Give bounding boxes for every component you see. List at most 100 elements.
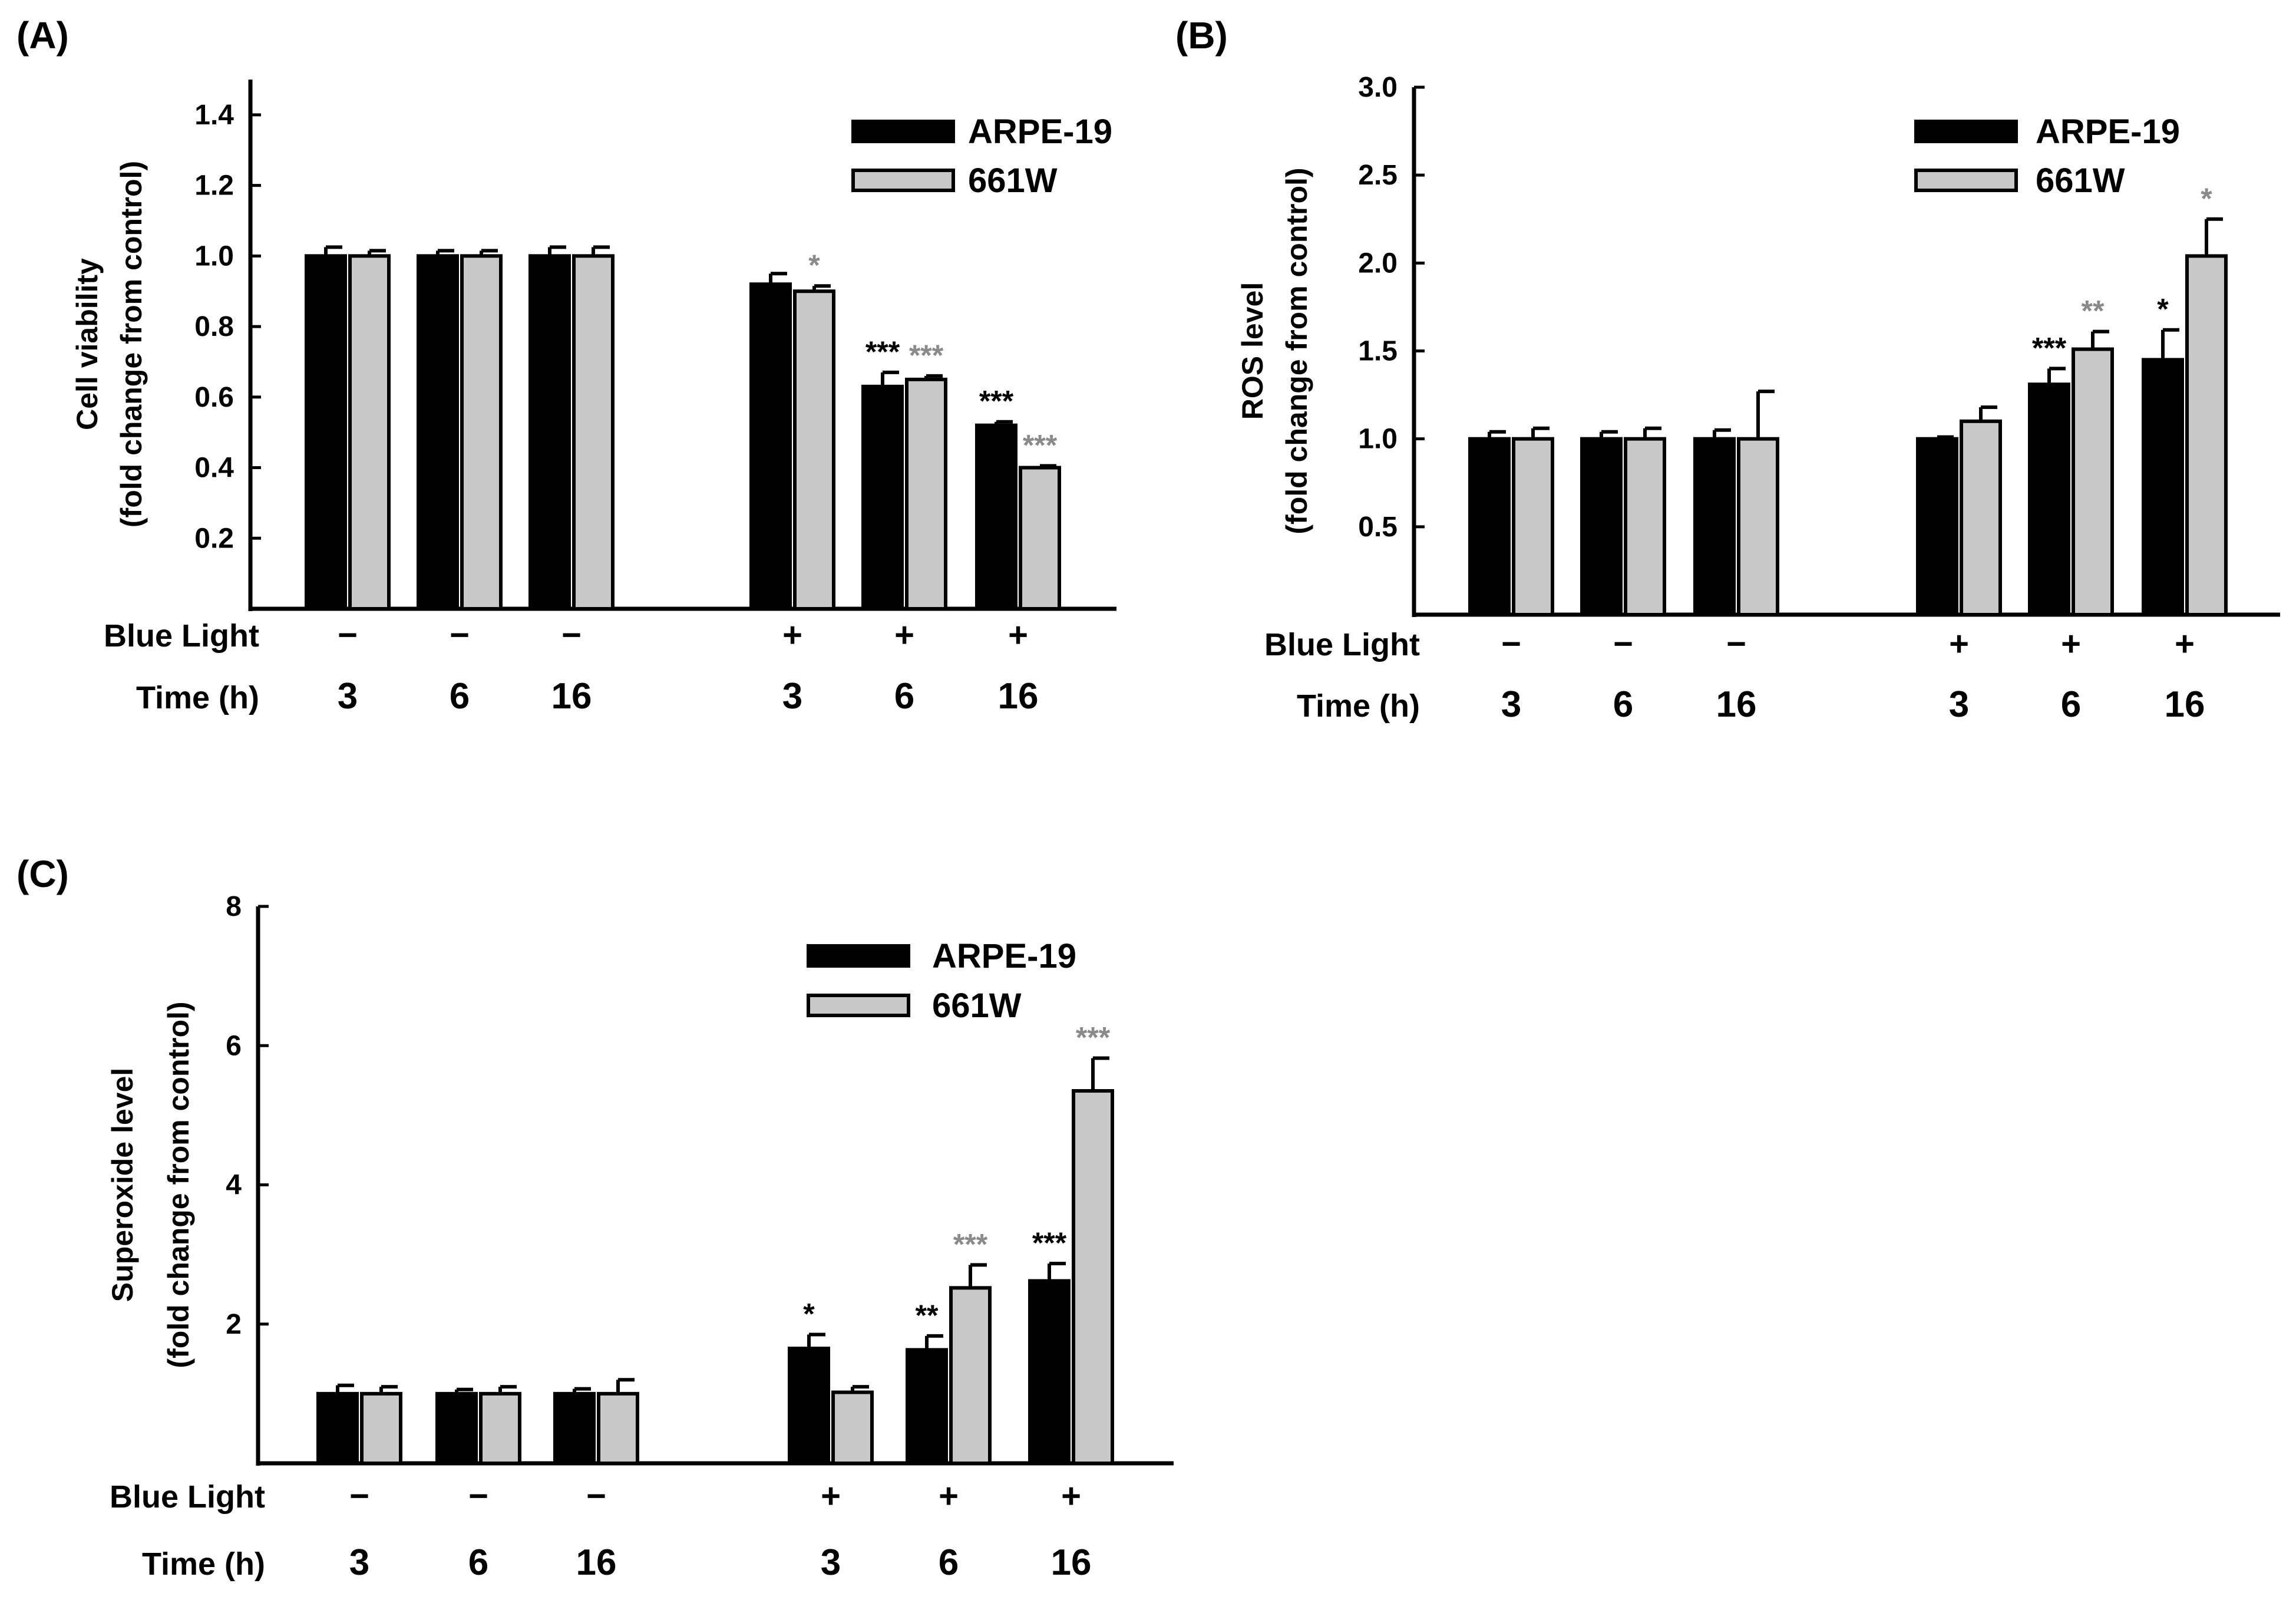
significance-mark: *	[803, 1297, 815, 1330]
bar-arpe19	[788, 1347, 830, 1465]
blue-light-value: −	[586, 1477, 606, 1515]
y-tick-label: 0.5	[1358, 512, 1398, 543]
significance-mark: ***	[2032, 331, 2067, 364]
legend-label: 661W	[2036, 161, 2125, 200]
bar-661w	[1624, 437, 1666, 617]
row-label-blue-light: Blue Light	[110, 1479, 265, 1515]
bar-arpe19	[1580, 437, 1623, 617]
blue-light-value: −	[1501, 625, 1521, 663]
blue-light-value: −	[468, 1477, 488, 1515]
time-value: 3	[821, 1542, 841, 1583]
bar-661w	[1512, 437, 1554, 617]
bar-661w	[1072, 1089, 1114, 1465]
y-tick-label: 0.8	[194, 311, 234, 342]
bar-arpe19	[1916, 437, 1958, 617]
time-value: 6	[468, 1542, 488, 1583]
blue-light-value: +	[2175, 625, 2195, 663]
blue-light-value: +	[821, 1477, 841, 1515]
legend-swatch-arpe19	[807, 944, 910, 968]
bar-661w	[597, 1391, 639, 1465]
blue-light-value: −	[349, 1477, 369, 1515]
row-label-time: Time (h)	[142, 1546, 265, 1582]
row-label-blue-light: Blue Light	[104, 618, 259, 654]
bar-661w	[949, 1286, 992, 1465]
y-tick-label: 1.5	[1358, 336, 1398, 367]
y-axis-title: ROS level	[1236, 282, 1269, 420]
y-tick-label: 2	[226, 1309, 242, 1340]
blue-light-value: +	[782, 616, 802, 654]
time-value: 16	[551, 676, 592, 717]
blue-light-value: +	[894, 616, 914, 654]
bar-arpe19	[906, 1348, 948, 1466]
blue-light-value: −	[338, 616, 358, 654]
panel-label: (B)	[1175, 14, 1228, 57]
bar-661w	[460, 254, 503, 611]
blue-light-value: +	[1061, 1477, 1081, 1515]
bar-arpe19	[1693, 437, 1736, 617]
significance-mark: ***	[953, 1228, 988, 1261]
blue-light-value: −	[1613, 625, 1633, 663]
bar-661w	[479, 1391, 521, 1465]
y-axis-subtitle: (fold change from control)	[162, 1001, 195, 1368]
blue-light-value: −	[1726, 625, 1746, 663]
time-value: 6	[2061, 684, 2081, 725]
blue-light-value: +	[2061, 625, 2081, 663]
legend-swatch-arpe19	[1914, 120, 2018, 143]
y-tick-label: 2.0	[1358, 248, 1398, 279]
y-tick-label: 1.0	[1358, 424, 1398, 455]
bar-arpe19	[417, 254, 459, 611]
bar-arpe19	[2142, 358, 2184, 617]
time-value: 3	[1949, 684, 1969, 725]
bar-661w	[2072, 347, 2114, 616]
y-tick-label: 2.5	[1358, 160, 1398, 191]
time-value: 16	[2165, 684, 2205, 725]
y-tick-label: 6	[226, 1030, 242, 1061]
bar-661w	[1019, 466, 1061, 611]
legend-swatch-661w	[851, 169, 955, 192]
panel-label: (A)	[16, 14, 69, 57]
time-value: 6	[939, 1542, 959, 1583]
time-value: 16	[1716, 684, 1757, 725]
panel-a: (A) 0.2 0.4 0.6 0.8 1.0 1.2 1.4 Cell viability (f…	[16, 14, 1116, 717]
time-value: 3	[338, 676, 358, 717]
y-tick-label: 0.6	[194, 382, 234, 413]
significance-mark: ***	[865, 335, 900, 368]
bar-661w	[360, 1391, 402, 1465]
bar-661w	[1737, 437, 1779, 617]
row-label-time: Time (h)	[1297, 688, 1420, 724]
bar-661w	[348, 254, 391, 611]
bar-661w	[831, 1390, 874, 1465]
blue-light-value: −	[561, 616, 582, 654]
y-tick-label: 0.2	[194, 523, 234, 554]
y-axis-title: Cell viability	[71, 258, 104, 430]
bar-661w	[572, 254, 615, 611]
time-value: 3	[1501, 684, 1521, 725]
bar-arpe19	[749, 282, 792, 611]
legend-swatch-661w	[1914, 169, 2018, 192]
y-tick-label: 3.0	[1358, 72, 1398, 103]
bar-661w	[905, 377, 947, 611]
y-tick-label: 1.2	[194, 170, 234, 202]
bar-arpe19	[2028, 382, 2070, 617]
significance-mark: ***	[1023, 429, 1058, 462]
bar-arpe19	[1468, 437, 1511, 617]
legend-swatch-arpe19	[851, 120, 955, 143]
time-value: 6	[1613, 684, 1633, 725]
bar-arpe19	[975, 423, 1017, 611]
significance-mark: **	[916, 1299, 939, 1332]
y-tick-label: 1.4	[194, 100, 234, 131]
bar-arpe19	[553, 1391, 596, 1465]
bar-arpe19	[528, 254, 571, 611]
panel-label: (C)	[16, 853, 69, 895]
significance-mark: **	[2082, 295, 2105, 328]
blue-light-value: +	[939, 1477, 959, 1515]
legend-label: 661W	[932, 987, 1022, 1025]
y-axis-subtitle: (fold change from control)	[1280, 167, 1313, 534]
significance-mark: ***	[1076, 1021, 1111, 1054]
blue-light-value: +	[1949, 625, 1969, 663]
panel-b: (B) 0.5 1.0 1.5 2.0 2.5 3.0 ROS level (fold chan…	[1175, 14, 2280, 725]
y-tick-label: 8	[226, 891, 242, 922]
significance-mark: ***	[979, 385, 1014, 418]
time-value: 16	[1051, 1542, 1092, 1583]
significance-mark: ***	[909, 339, 944, 372]
